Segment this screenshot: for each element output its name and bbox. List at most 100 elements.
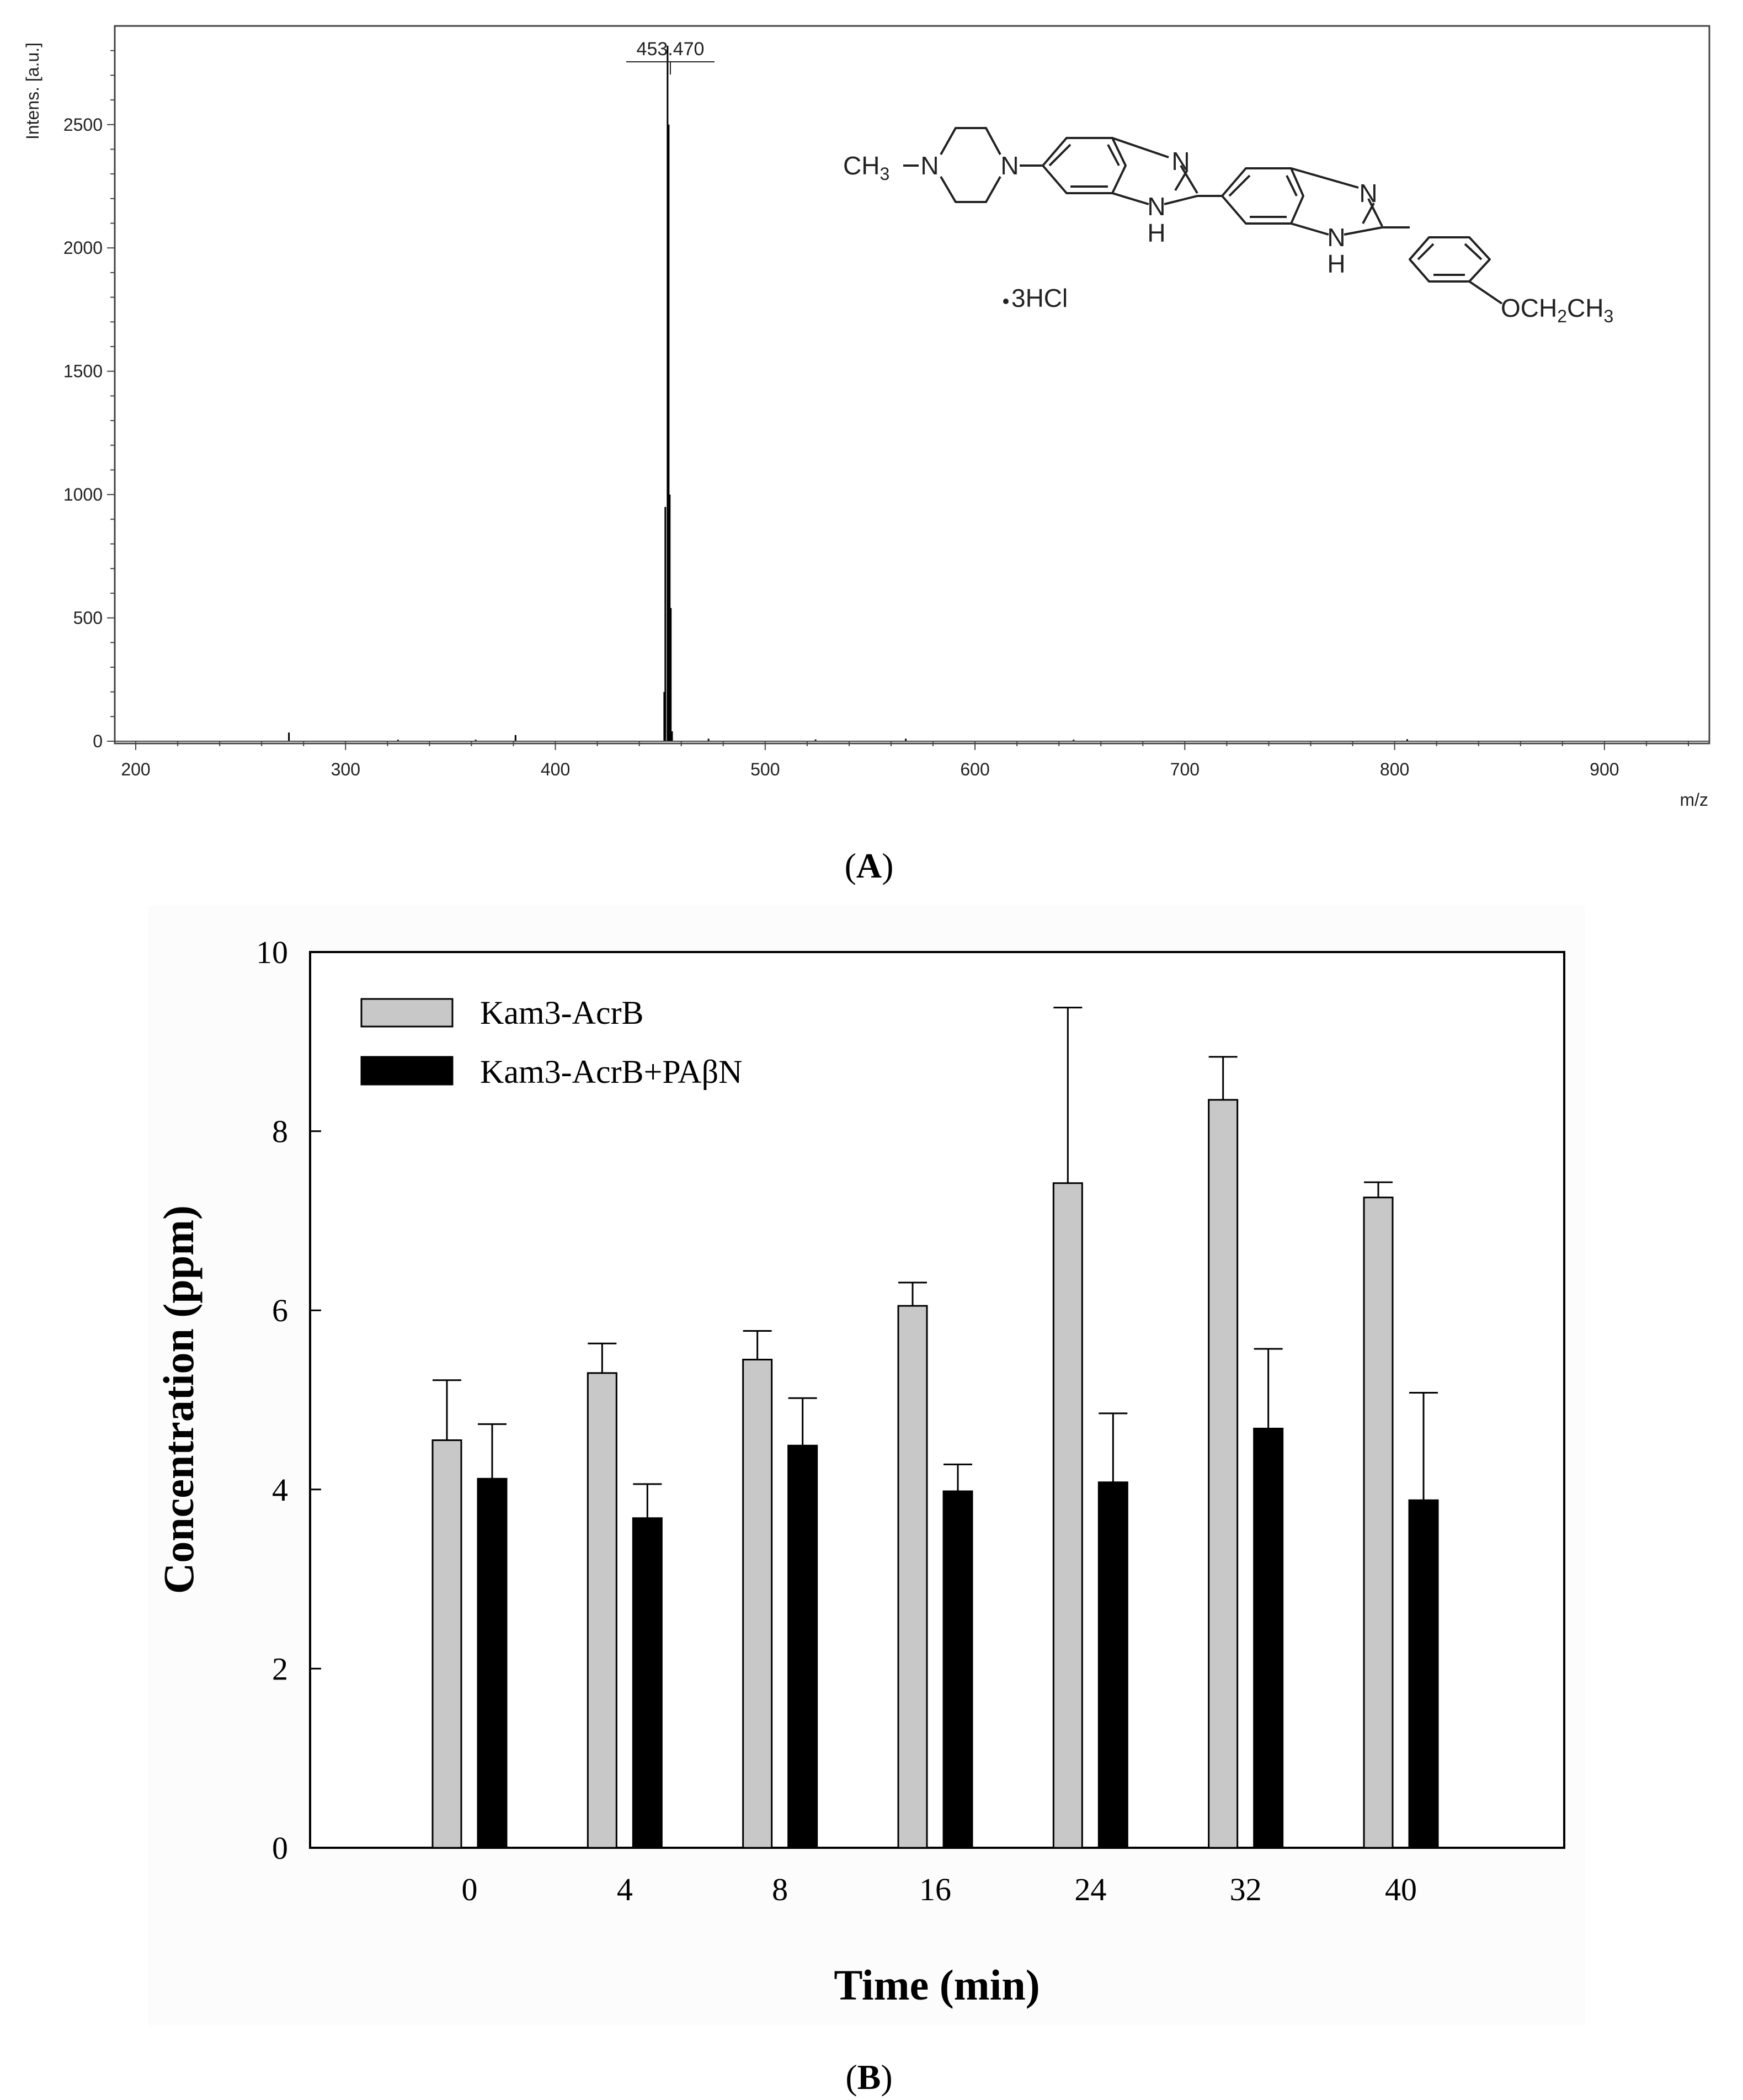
spectrum-y-axis-label: Intens. [a.u.]: [23, 42, 42, 140]
y-tick-label: 1000: [63, 485, 103, 504]
imidazole-1-n: N: [1171, 147, 1190, 176]
bond: [1291, 222, 1329, 236]
bar-kam3-acrb: [431, 1439, 462, 1849]
imidazole-2-nh-h: H: [1327, 249, 1345, 278]
x-tick-label: 500: [750, 759, 780, 779]
bar-series: [431, 1007, 1439, 1849]
x-tick-label: 0: [462, 1872, 478, 1907]
benzene-ring-2: [1221, 167, 1304, 225]
bond: [1112, 192, 1149, 205]
bar-kam3-acrb: [587, 1372, 617, 1849]
double-bond: [1286, 175, 1298, 196]
y-tick-label: 2500: [63, 115, 103, 135]
spectrum-x-axis-label: m/z: [1680, 790, 1708, 810]
x-tick-label: 200: [121, 759, 150, 779]
ethoxy-label: OCH2CH3: [1501, 294, 1613, 326]
salt-label: 3HCl: [1011, 284, 1068, 312]
benzene-ring-1: [1042, 137, 1127, 194]
bar-x-axis: 0 4 8 16 24 32 40: [462, 1872, 1417, 1907]
y-tick-label: 10: [256, 934, 288, 970]
imidazole-1-nh-h: H: [1147, 219, 1165, 247]
legend-label-kam3-acrb: Kam3-AcrB: [480, 995, 644, 1031]
x-tick-label: 700: [1170, 759, 1200, 779]
x-tick-label: 16: [919, 1872, 951, 1907]
bar-kam3-acrb-pabn: [1097, 1481, 1128, 1849]
y-tick-label: 6: [272, 1293, 288, 1328]
y-tick-label: 8: [272, 1114, 288, 1150]
double-bond: [1464, 243, 1483, 260]
y-tick-label: 2: [272, 1651, 288, 1687]
bar-kam3-acrb-pabn: [477, 1477, 508, 1849]
piperazine-aryl-n: N: [1000, 151, 1019, 180]
panel-a-label: (A): [845, 846, 894, 885]
salt-dot: [1003, 299, 1009, 304]
bar-kam3-acrb: [742, 1358, 773, 1849]
peak-label: 453.470: [637, 39, 705, 60]
bar-y-axis-label: Concentration (ppm): [154, 1205, 202, 1594]
x-tick-label: 900: [1590, 759, 1619, 779]
x-tick-label: 400: [541, 759, 570, 779]
legend-swatch-kam3-acrb-pabn: [360, 1056, 454, 1086]
x-tick-label: 32: [1230, 1872, 1262, 1907]
chemical-structure: [903, 127, 1503, 305]
methyl-label: CH3: [843, 151, 889, 184]
double-bond: [1228, 174, 1251, 197]
y-tick-label: 0: [272, 1830, 288, 1866]
bond: [1468, 280, 1503, 305]
double-bond: [1417, 243, 1435, 260]
bar-kam3-acrb-pabn: [1408, 1499, 1439, 1849]
bar-kam3-acrb-pabn: [1253, 1427, 1284, 1849]
bar-kam3-acrb-pabn: [787, 1444, 818, 1849]
bar-plot-frame: [309, 951, 1565, 1849]
structure-labels: CH3 N N N N H N N H 3HCl OCH2CH3: [843, 147, 1613, 326]
x-tick-label: 4: [617, 1872, 633, 1907]
x-tick-label: 600: [960, 759, 989, 779]
legend: Kam3-AcrB Kam3-AcrB+PAβN: [360, 995, 742, 1090]
y-tick-label: 0: [93, 731, 103, 751]
bar-kam3-acrb: [1208, 1099, 1239, 1849]
spectrum-peaks: [288, 45, 1408, 741]
x-tick-label: 8: [772, 1872, 788, 1907]
imidazole-2-n: N: [1359, 179, 1377, 208]
y-tick-label: 500: [73, 608, 103, 628]
x-tick-label: 24: [1074, 1872, 1106, 1907]
spectrum-y-axis: 0 500 1000 1500 2000 2500: [63, 50, 115, 751]
phenyl-ring: [1409, 236, 1491, 283]
y-tick-label: 2000: [63, 238, 103, 258]
spectrum-x-axis: 200 300 400 500 600 700 800 900: [121, 741, 1689, 779]
bond: [1367, 198, 1383, 227]
mass-spectrum-panel: 0 500 1000 1500 2000 2500 200 300 400 500 600 700 8…: [23, 25, 1710, 885]
x-tick-label: 300: [331, 759, 360, 779]
imidazole-1-nh-n: N: [1147, 192, 1165, 221]
piperazine-bottom-bonds: [940, 176, 1001, 203]
bond: [1344, 226, 1383, 236]
peak-annotation: 453.470: [626, 39, 715, 75]
x-tick-label: 800: [1380, 759, 1409, 779]
bar-kam3-acrb-pabn: [632, 1517, 663, 1849]
double-bond: [1107, 144, 1120, 166]
bar-x-axis-label: Time (min): [834, 1961, 1040, 2009]
panel-b-label: (B): [845, 2058, 892, 2097]
bond: [1180, 164, 1198, 194]
bond: [1164, 195, 1198, 205]
piperazine-top-bonds: [940, 127, 1001, 155]
y-tick-label: 1500: [63, 361, 103, 381]
legend-swatch-kam3-acrb: [360, 998, 454, 1028]
bar-kam3-acrb: [897, 1305, 928, 1849]
imidazole-2-nh-n: N: [1327, 223, 1345, 252]
bond: [1291, 167, 1359, 189]
double-bond: [1174, 169, 1188, 192]
bar-kam3-acrb: [1363, 1197, 1394, 1849]
bond: [1112, 137, 1169, 158]
double-bond: [1362, 203, 1375, 224]
double-bond: [1048, 143, 1072, 167]
bar-kam3-acrb-pabn: [942, 1490, 973, 1849]
piperazine-methyl-n: N: [920, 151, 939, 180]
bar-y-axis: 0 2 4 6 8 10: [256, 934, 321, 1866]
spectrum-plot-frame: [114, 25, 1710, 745]
x-tick-label: 40: [1385, 1872, 1417, 1907]
y-tick-label: 4: [272, 1472, 288, 1508]
legend-label-kam3-acrb-pabn: Kam3-AcrB+PAβN: [480, 1054, 742, 1090]
